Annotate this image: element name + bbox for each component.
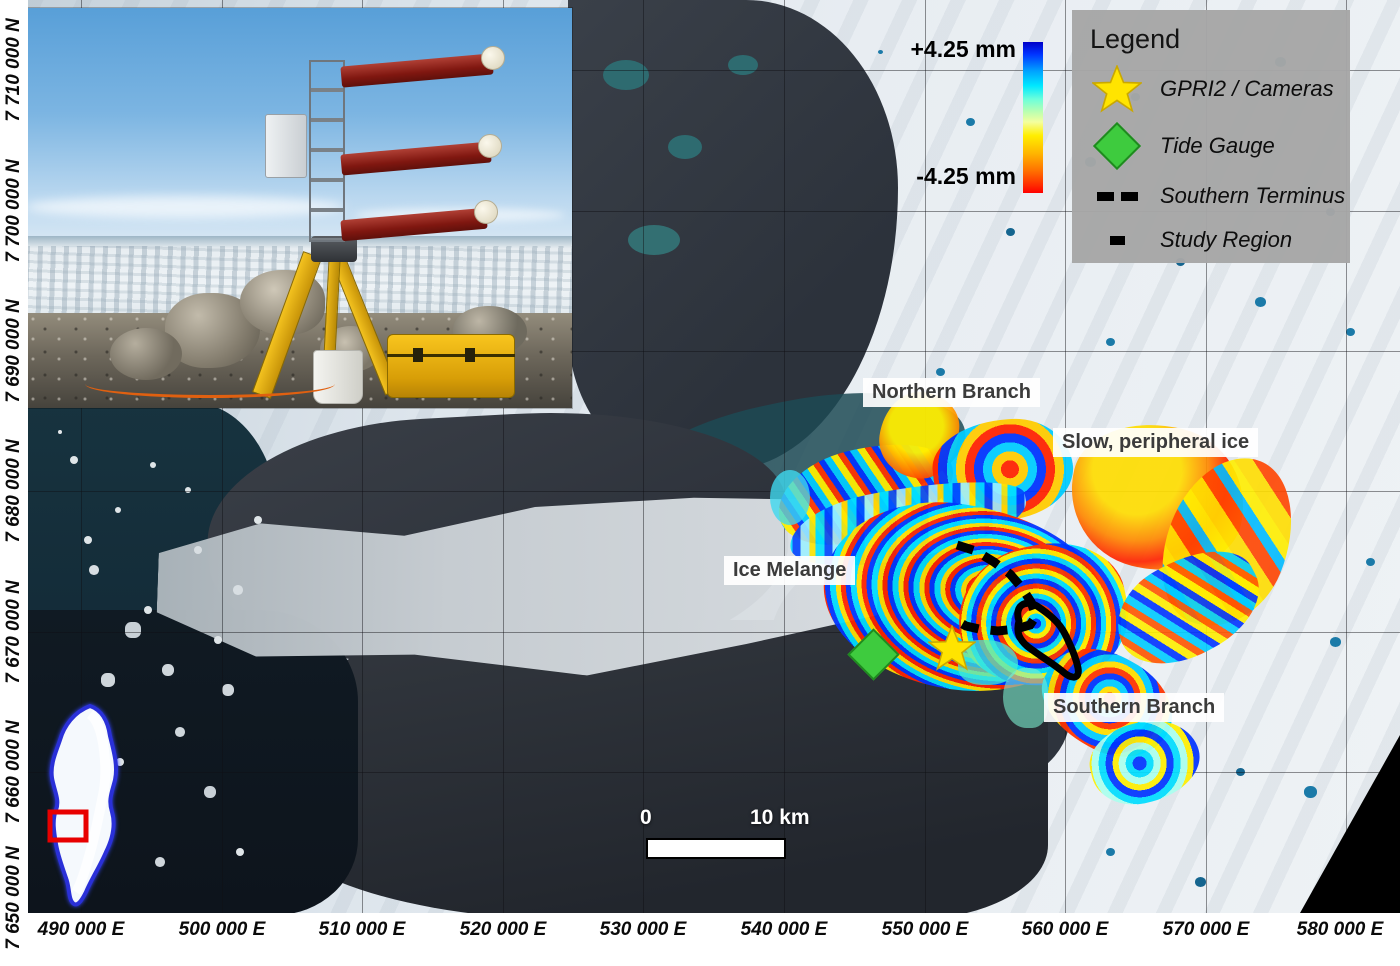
x-axis-tick-label: 550 000 E — [881, 919, 969, 940]
y-axis-strip — [0, 0, 28, 966]
gridline — [503, 0, 504, 913]
electronics-box — [265, 114, 307, 178]
x-axis-tick-label: 570 000 E — [1162, 919, 1250, 940]
colorbar-max-label: +4.25 mm — [910, 36, 1017, 62]
colorbar-min-label: -4.25 mm — [916, 163, 1016, 189]
legend-box: Legend GPRI2 / Cameras Tide Gauge — [1072, 10, 1350, 263]
legend-item-study-region: Study Region — [1088, 227, 1334, 253]
gridline — [28, 491, 1400, 492]
interferogram-patch — [770, 470, 810, 525]
gridline — [81, 0, 82, 913]
label-slow-peripheral-ice: Slow, peripheral ice — [1053, 428, 1259, 457]
scale-bar-max: 10 km — [750, 806, 810, 829]
tide-gauge-marker — [847, 628, 900, 681]
y-axis-tick-label: 7 710 000 N — [3, 18, 24, 122]
scale-bar — [646, 838, 786, 859]
x-axis-tick-label: 510 000 E — [318, 919, 406, 940]
gridline — [28, 632, 1400, 633]
gridline — [28, 351, 1400, 352]
y-axis-tick-label: 7 650 000 N — [3, 846, 24, 950]
y-axis-tick-label: 7 660 000 N — [3, 720, 24, 824]
x-axis-tick-label: 490 000 E — [37, 919, 125, 940]
meltwater-lakes — [878, 50, 883, 54]
gridline — [28, 211, 1400, 212]
solid-line-icon — [1088, 235, 1146, 245]
greenland-icecap — [71, 710, 111, 895]
label-ice-melange: Ice Melange — [724, 556, 856, 585]
legend-item-gpri2: GPRI2 / Cameras — [1088, 65, 1334, 113]
antenna-radome — [481, 46, 505, 70]
case-lid-line — [387, 354, 515, 357]
case-latch — [465, 348, 475, 362]
gpri2-camera-marker — [928, 625, 976, 671]
lake — [628, 225, 680, 255]
label-southern-branch: Southern Branch — [1044, 693, 1225, 722]
radar-mast — [309, 60, 345, 242]
gridline — [1346, 0, 1347, 913]
x-axis-tick-label: 530 000 E — [599, 919, 687, 940]
lake — [728, 55, 758, 75]
x-axis-tick-label: 500 000 E — [178, 919, 266, 940]
lake — [603, 60, 649, 90]
y-axis-tick-label: 7 690 000 N — [3, 299, 24, 403]
antenna-radome — [474, 200, 498, 224]
x-axis-strip — [0, 913, 1400, 966]
gridline — [28, 70, 1400, 71]
gridline — [784, 0, 785, 913]
legend-item-southern-terminus: Southern Terminus — [1088, 183, 1345, 209]
y-axis-tick-label: 7 700 000 N — [3, 159, 24, 263]
gridline — [362, 0, 363, 913]
x-axis-tick-label: 520 000 E — [459, 919, 547, 940]
gpri2-photo-inset — [28, 8, 572, 408]
ice-floes — [58, 430, 62, 434]
scale-bar-zero: 0 — [640, 806, 652, 829]
x-axis-tick-label: 540 000 E — [740, 919, 828, 940]
legend-item-label: Tide Gauge — [1160, 133, 1275, 158]
legend-title: Legend — [1090, 24, 1181, 54]
yellow-case — [387, 334, 515, 398]
y-axis-tick-label: 7 680 000 N — [3, 439, 24, 543]
greenland-inset — [47, 704, 119, 907]
lake — [668, 135, 702, 159]
gridline — [643, 0, 644, 913]
x-axis-tick-label: 560 000 E — [1021, 919, 1109, 940]
diamond-icon — [1088, 121, 1146, 171]
case-latch — [413, 348, 423, 362]
gridline — [222, 0, 223, 913]
star-icon — [928, 625, 976, 671]
colorbar — [1023, 42, 1043, 193]
interferogram-patch — [1003, 668, 1048, 728]
y-axis-tick-label: 7 670 000 N — [3, 580, 24, 684]
gridline — [28, 772, 1400, 773]
legend-item-label: Southern Terminus — [1160, 183, 1346, 208]
legend-item-label: GPRI2 / Cameras — [1160, 76, 1334, 101]
star-icon — [1088, 65, 1146, 113]
legend-item-tide-gauge: Tide Gauge — [1088, 121, 1334, 171]
label-northern-branch: Northern Branch — [863, 378, 1040, 407]
x-axis-tick-label: 580 000 E — [1296, 919, 1384, 940]
study-area-rectangle — [47, 809, 89, 843]
satellite-map: Northern Branch Slow, peripheral ice Ice… — [28, 0, 1400, 913]
dashed-line-icon — [1088, 191, 1146, 201]
legend-item-label: Study Region — [1160, 227, 1293, 252]
orange-cable — [85, 370, 335, 398]
photo-cloud — [28, 196, 345, 218]
antenna-radome — [478, 134, 502, 158]
diamond-icon — [847, 628, 900, 681]
